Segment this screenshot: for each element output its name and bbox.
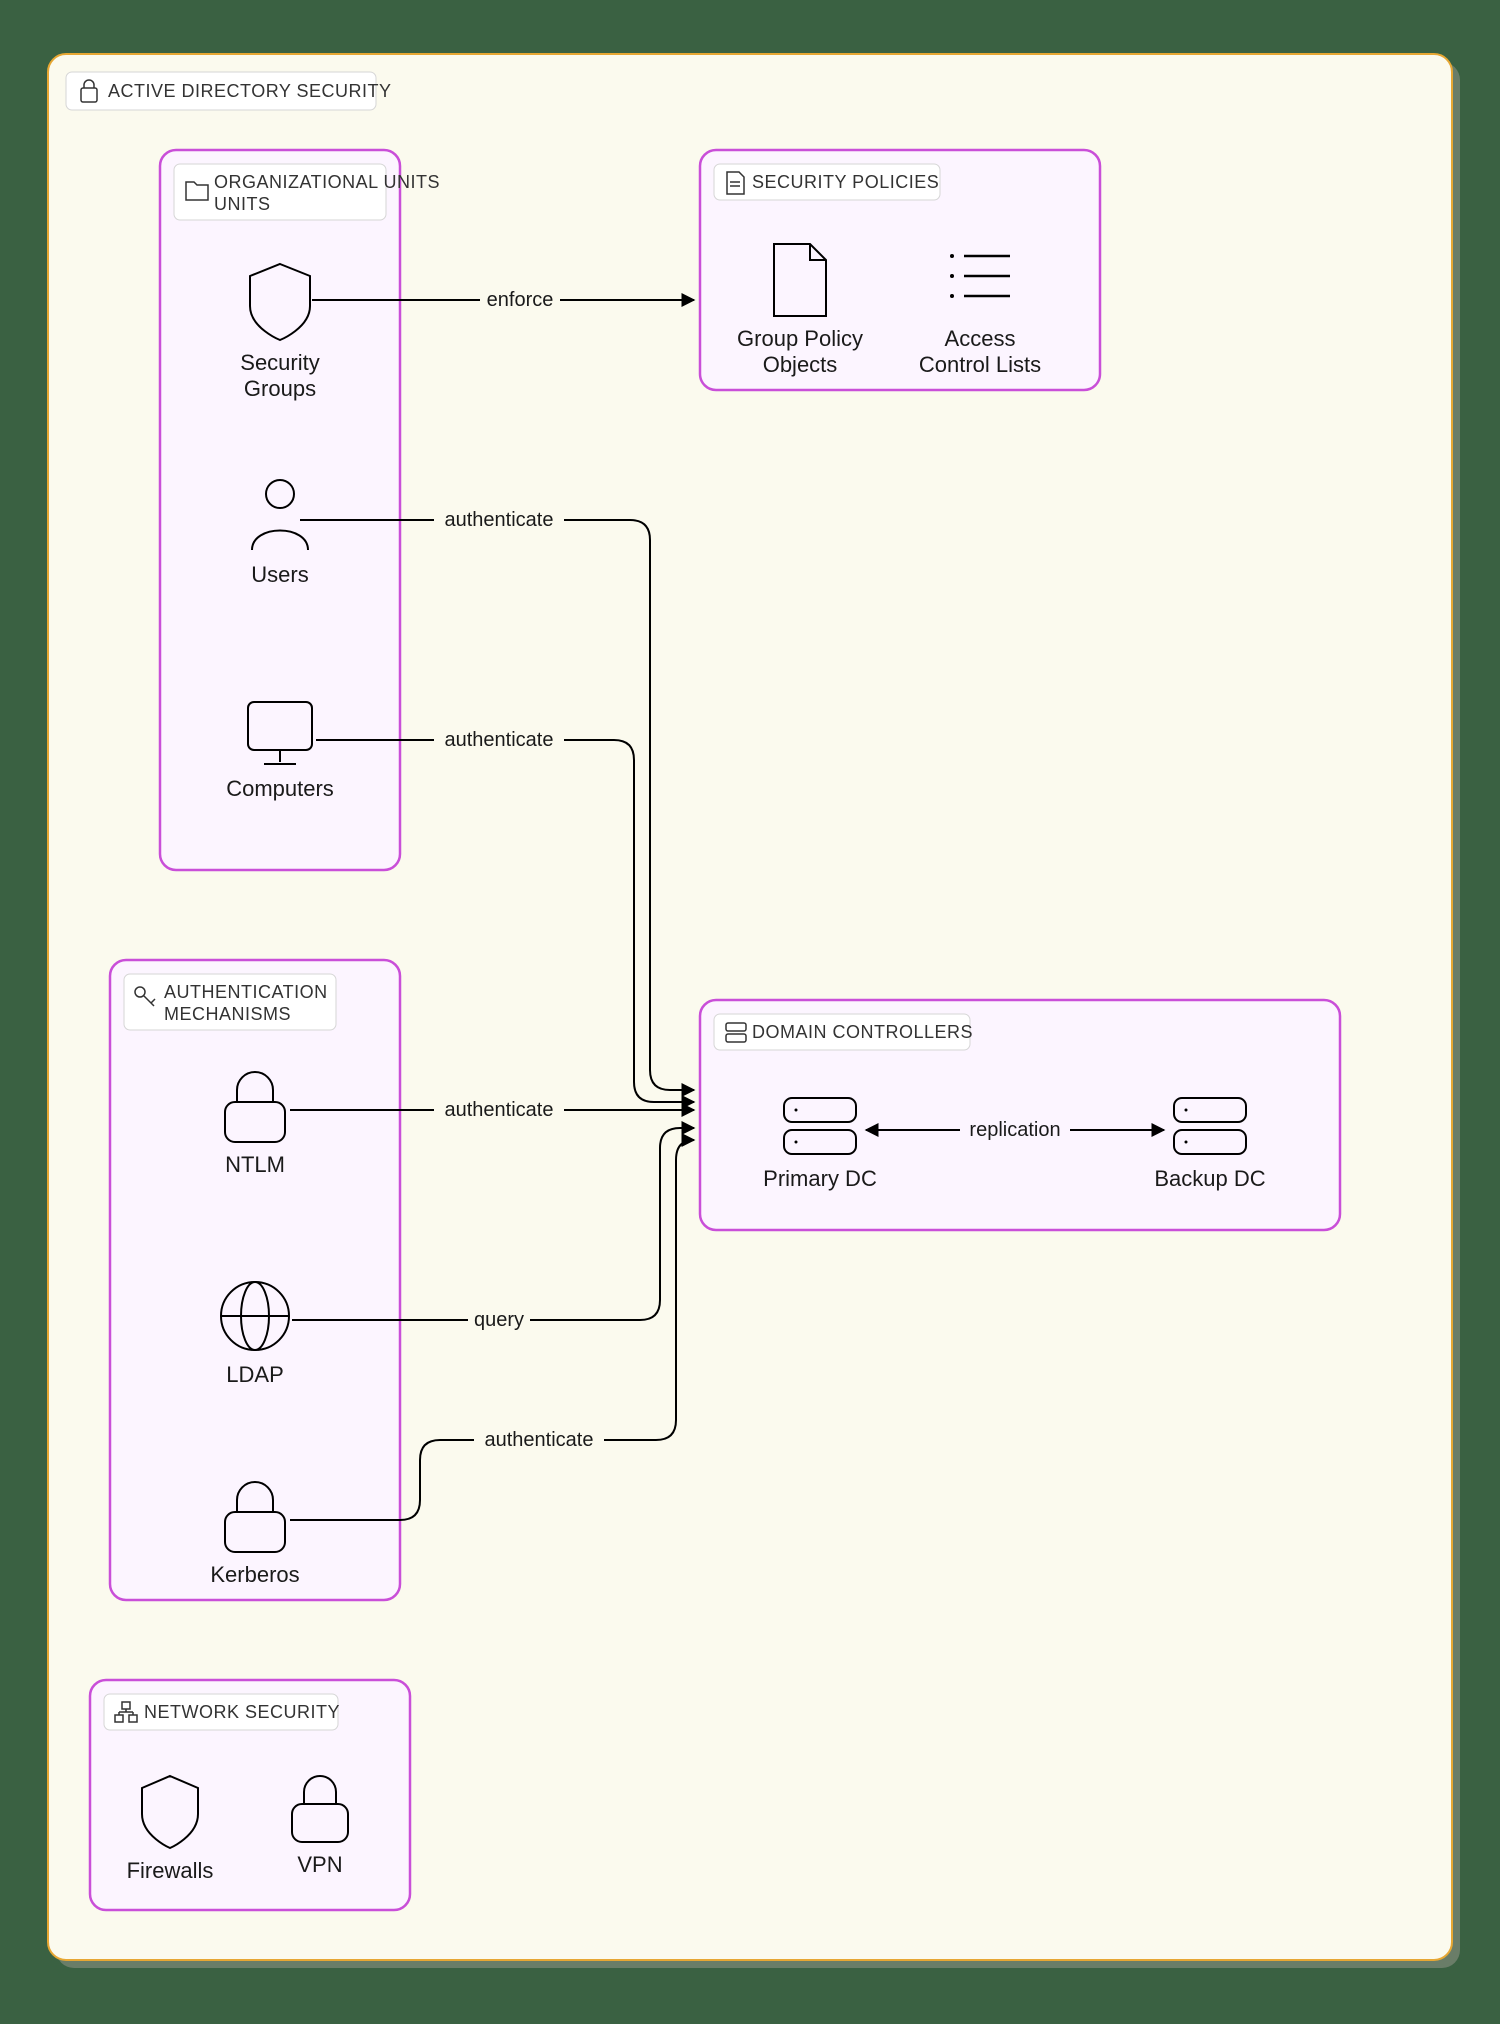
group-title-ou: ORGANIZATIONAL UNITS (214, 172, 440, 192)
svg-text:enforce: enforce (487, 289, 554, 311)
svg-text:Kerberos: Kerberos (210, 1562, 299, 1587)
svg-text:replication: replication (969, 1119, 1060, 1141)
svg-text:Objects: Objects (763, 352, 838, 377)
svg-text:Primary DC: Primary DC (763, 1166, 877, 1191)
group-security-policies: SECURITY POLICIES Group Policy Objects A… (700, 150, 1100, 390)
svg-text:Users: Users (251, 562, 308, 587)
diagram-canvas: ACTIVE DIRECTORY SECURITY ORGANIZATIONAL… (0, 0, 1500, 2024)
svg-text:Group Policy: Group Policy (737, 326, 863, 351)
svg-text:LDAP: LDAP (226, 1362, 283, 1387)
svg-text:MECHANISMS: MECHANISMS (164, 1004, 291, 1024)
svg-text:authenticate: authenticate (445, 509, 554, 531)
group-authentication-mechanisms: AUTHENTICATION MECHANISMS NTLM LDAP Kerb… (110, 960, 400, 1600)
svg-text:authenticate: authenticate (445, 1099, 554, 1121)
svg-text:Security: Security (240, 350, 319, 375)
svg-text:Control Lists: Control Lists (919, 352, 1041, 377)
svg-text:NTLM: NTLM (225, 1152, 285, 1177)
group-title-ns: NETWORK SECURITY (144, 1702, 340, 1722)
group-network-security: NETWORK SECURITY Firewalls VPN (90, 1680, 410, 1910)
svg-text:Firewalls: Firewalls (127, 1858, 214, 1883)
svg-text:UNITS: UNITS (214, 194, 271, 214)
group-domain-controllers: DOMAIN CONTROLLERS Primary DC Backup DC (700, 1000, 1340, 1230)
svg-text:Backup DC: Backup DC (1154, 1166, 1265, 1191)
svg-text:Access: Access (945, 326, 1016, 351)
svg-text:VPN: VPN (297, 1852, 342, 1877)
group-title-sp: SECURITY POLICIES (752, 172, 939, 192)
main-title: ACTIVE DIRECTORY SECURITY (108, 81, 392, 101)
svg-text:authenticate: authenticate (485, 1429, 594, 1451)
group-organizational-units: ORGANIZATIONAL UNITS UNITS Security Grou… (160, 150, 440, 870)
main-title-chip: ACTIVE DIRECTORY SECURITY (66, 72, 392, 110)
svg-text:query: query (474, 1309, 524, 1331)
svg-text:Groups: Groups (244, 376, 316, 401)
svg-text:AUTHENTICATION: AUTHENTICATION (164, 982, 328, 1002)
group-title-dc: DOMAIN CONTROLLERS (752, 1022, 973, 1042)
svg-text:authenticate: authenticate (445, 729, 554, 751)
svg-text:Computers: Computers (226, 776, 334, 801)
